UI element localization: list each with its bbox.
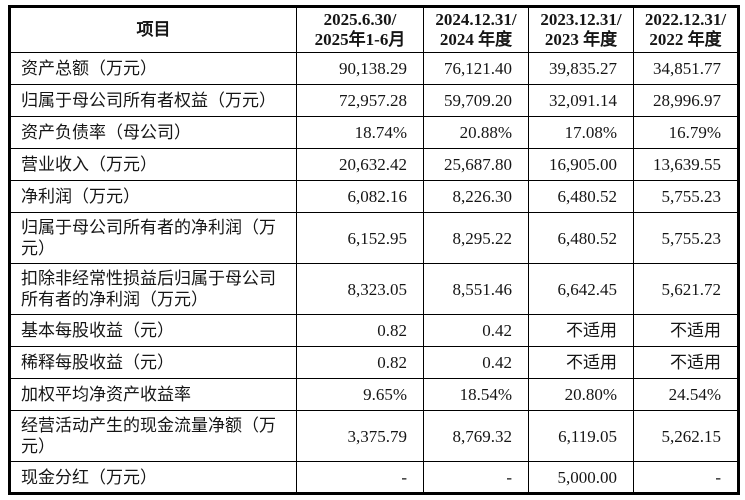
cell-value: 8,226.30	[423, 180, 529, 213]
row-label: 归属于母公司所有者权益（万元）	[9, 84, 297, 117]
table-row: 稀释每股收益（元） 0.82 0.42 不适用 不适用	[9, 346, 739, 379]
table-row: 净利润（万元） 6,082.16 8,226.30 6,480.52 5,755.23	[9, 180, 739, 213]
cell-value: 3,375.79	[296, 410, 424, 462]
cell-value: 6,480.52	[528, 212, 634, 264]
table-body: 资产总额（万元） 90,138.29 76,121.40 39,835.27 34,85…	[9, 52, 739, 494]
cell-value: 90,138.29	[296, 52, 424, 85]
cell-value: 32,091.14	[528, 84, 634, 117]
period-range-line: 2025年1-6月	[314, 30, 406, 49]
cell-value: 不适用	[633, 314, 739, 347]
table-row: 加权平均净资产收益率 9.65% 18.54% 20.80% 24.54%	[9, 378, 739, 411]
cell-value: 72,957.28	[296, 84, 424, 117]
cell-value: 0.82	[296, 314, 424, 347]
cell-value: 8,295.22	[423, 212, 529, 264]
cell-value: 5,755.23	[633, 180, 739, 213]
row-label: 营业收入（万元）	[9, 148, 297, 181]
cell-value: 0.82	[296, 346, 424, 379]
table-row: 扣除非经常性损益后归属于母公司所有者的净利润（万元） 8,323.05 8,551.…	[9, 263, 739, 315]
cell-value: 24.54%	[633, 378, 739, 411]
header-row: 项目 2025.6.30/ 2025年1-6月 2024.12.31/ 2024…	[9, 6, 739, 53]
row-label: 资产总额（万元）	[9, 52, 297, 85]
cell-value: 20,632.42	[296, 148, 424, 181]
table-row: 经营活动产生的现金流量净额（万元） 3,375.79 8,769.32 6,119.0…	[9, 410, 739, 462]
table-row: 资产总额（万元） 90,138.29 76,121.40 39,835.27 34,85…	[9, 52, 739, 85]
cell-value: 18.54%	[423, 378, 529, 411]
header-cell-period-2023: 2023.12.31/ 2023 年度	[528, 6, 634, 53]
cell-value: 不适用	[528, 314, 634, 347]
header-cell-period-2022: 2022.12.31/ 2022 年度	[633, 6, 739, 53]
period-range-line: 2024 年度	[439, 30, 513, 49]
table-header: 项目 2025.6.30/ 2025年1-6月 2024.12.31/ 2024…	[9, 6, 739, 53]
row-label: 加权平均净资产收益率	[9, 378, 297, 411]
cell-value: 76,121.40	[423, 52, 529, 85]
header-cell-period-2024: 2024.12.31/ 2024 年度	[423, 6, 529, 53]
financial-summary-table: 项目 2025.6.30/ 2025年1-6月 2024.12.31/ 2024…	[8, 5, 740, 495]
row-label: 基本每股收益（元）	[9, 314, 297, 347]
cell-value: 13,639.55	[633, 148, 739, 181]
header-cell-period-2025: 2025.6.30/ 2025年1-6月	[296, 6, 424, 53]
row-label: 净利润（万元）	[9, 180, 297, 213]
cell-value: 25,687.80	[423, 148, 529, 181]
cell-value: 8,769.32	[423, 410, 529, 462]
cell-value: 8,323.05	[296, 263, 424, 315]
table-row: 基本每股收益（元） 0.82 0.42 不适用 不适用	[9, 314, 739, 347]
cell-value: 34,851.77	[633, 52, 739, 85]
cell-value: 6,119.05	[528, 410, 634, 462]
table-row: 资产负债率（母公司） 18.74% 20.88% 17.08% 16.79%	[9, 116, 739, 149]
row-label: 资产负债率（母公司）	[9, 116, 297, 149]
cell-value: 8,551.46	[423, 263, 529, 315]
cell-value: -	[423, 461, 529, 494]
header-cell-item: 项目	[9, 6, 297, 53]
cell-value: 6,480.52	[528, 180, 634, 213]
cell-value: 0.42	[423, 346, 529, 379]
cell-value: 20.88%	[423, 116, 529, 149]
cell-value: 28,996.97	[633, 84, 739, 117]
cell-value: -	[296, 461, 424, 494]
row-label: 扣除非经常性损益后归属于母公司所有者的净利润（万元）	[9, 263, 297, 315]
cell-value: 59,709.20	[423, 84, 529, 117]
cell-value: 39,835.27	[528, 52, 634, 85]
cell-value: -	[633, 461, 739, 494]
cell-value: 16,905.00	[528, 148, 634, 181]
cell-value: 0.42	[423, 314, 529, 347]
table-row: 现金分红（万元） - -5,000.00-	[9, 461, 739, 494]
cell-value: 6,152.95	[296, 212, 424, 264]
cell-value: 5,621.72	[633, 263, 739, 315]
cell-value: 9.65%	[296, 378, 424, 411]
cell-value: 5,000.00	[528, 461, 634, 494]
period-date-line: 2023.12.31/	[540, 10, 622, 29]
cell-value: 6,642.45	[528, 263, 634, 315]
period-date-line: 2024.12.31/	[435, 10, 517, 29]
table-row: 营业收入（万元） 20,632.42 25,687.80 16,905.00 13,63…	[9, 148, 739, 181]
cell-value: 17.08%	[528, 116, 634, 149]
row-label: 经营活动产生的现金流量净额（万元）	[9, 410, 297, 462]
cell-value: 5,755.23	[633, 212, 739, 264]
period-date-line: 2025.6.30/	[323, 10, 397, 29]
row-label: 稀释每股收益（元）	[9, 346, 297, 379]
period-range-line: 2023 年度	[544, 30, 618, 49]
cell-value: 不适用	[633, 346, 739, 379]
table-row: 归属于母公司所有者权益（万元） 72,957.28 59,709.20 32,091.…	[9, 84, 739, 117]
table-row: 归属于母公司所有者的净利润（万元） 6,152.95 8,295.22 6,480.5…	[9, 212, 739, 264]
cell-value: 16.79%	[633, 116, 739, 149]
period-range-line: 2022 年度	[649, 30, 722, 49]
row-label: 归属于母公司所有者的净利润（万元）	[9, 212, 297, 264]
cell-value: 6,082.16	[296, 180, 424, 213]
cell-value: 不适用	[528, 346, 634, 379]
cell-value: 20.80%	[528, 378, 634, 411]
cell-value: 5,262.15	[633, 410, 739, 462]
period-date-line: 2022.12.31/	[644, 10, 727, 29]
cell-value: 18.74%	[296, 116, 424, 149]
row-label: 现金分红（万元）	[9, 461, 297, 494]
